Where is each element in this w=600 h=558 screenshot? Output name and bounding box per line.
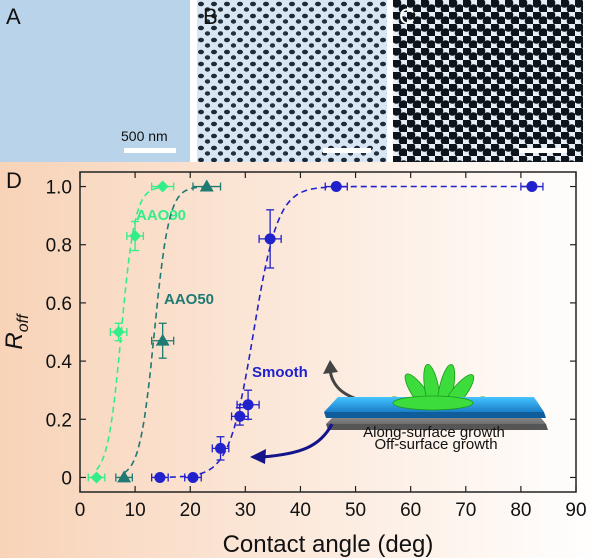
smooth-label: Smooth: [252, 364, 308, 381]
x-tick-label: 0: [75, 500, 86, 521]
x-tick-label: 90: [565, 500, 586, 521]
x-tick-label: 60: [400, 500, 421, 521]
y-tick-label: 0.2: [46, 410, 72, 431]
along-surface-caption: Along-surface growth: [363, 424, 505, 441]
aao90-point: [129, 230, 142, 242]
x-tick-label: 20: [180, 500, 201, 521]
x-axis-title: Contact angle (deg): [223, 531, 434, 558]
along-surface-substrate-edge: [324, 412, 546, 418]
y-tick-label: 0.4: [46, 352, 73, 373]
y-tick-label: 0: [61, 468, 72, 489]
x-tick-label: 30: [235, 500, 256, 521]
along-surface-crystal: [392, 395, 474, 411]
panel-c-pores: [393, 0, 583, 162]
panel-a-image: A 500 nm: [0, 0, 190, 162]
off-surface-arrowhead: [323, 360, 338, 374]
along-surface-inset: Along-surface growth: [250, 395, 546, 464]
y-tick-label: 0.6: [46, 294, 72, 315]
plot-frame: [79, 171, 577, 493]
along-surface-arrow: [261, 423, 334, 459]
panel-a-letter: A: [6, 4, 21, 29]
y-tick-label: 0.8: [46, 236, 72, 257]
smooth-point: [154, 471, 166, 483]
panel-d-chart: D 0 10 20 30 40 50 60 70 80 90 0 0.2 0.4 0.6 0.8 1.0 Con…: [0, 162, 600, 558]
y-axis-title: Roff: [1, 313, 32, 350]
off-surface-caption: Off-surface growth: [374, 436, 497, 453]
y-axis-title-main: R: [1, 332, 28, 349]
panel-b-letter: B: [203, 4, 218, 29]
x-tick-label: 70: [455, 500, 476, 521]
x-tick-label: 80: [510, 500, 531, 521]
chart-background: [0, 162, 600, 558]
aao50-point: [155, 333, 170, 346]
y-axis-title-sub: off: [15, 313, 32, 332]
x-tick-label: 50: [345, 500, 366, 521]
panel-b-scale-bar: [323, 148, 371, 153]
panel-c-image: C: [393, 0, 583, 162]
aao50-point: [199, 179, 214, 192]
panel-d-letter: D: [6, 168, 22, 193]
smooth-point: [234, 410, 246, 422]
y-tick-label: 1.0: [46, 178, 72, 199]
panel-b-pores: [197, 0, 387, 162]
aao90-label: AAO90: [136, 207, 186, 224]
smooth-point: [187, 471, 199, 483]
panel-c-scale-bar: [519, 148, 567, 153]
smooth-point: [526, 181, 538, 193]
aao90-point: [112, 326, 125, 338]
scale-bar: [124, 148, 176, 153]
off-surface-substrate-edge: [326, 424, 548, 430]
aao50-label: AAO50: [164, 291, 214, 308]
smooth-point: [215, 442, 227, 454]
aao90-point: [156, 180, 169, 193]
panel-c-letter: C: [399, 4, 415, 29]
along-surface-arrowhead: [250, 449, 266, 464]
x-tick-label: 10: [125, 500, 146, 521]
x-tick-label: 40: [290, 500, 311, 521]
aao90-point: [90, 471, 103, 484]
aao50-point: [117, 470, 132, 483]
smooth-point: [264, 233, 276, 245]
smooth-point: [330, 181, 342, 193]
scale-bar-label: 500 nm: [121, 128, 168, 144]
plot-area: 0 10 20 30 40 50 60 70 80 90 0 0.2 0.4 0.6 0.8 1.0 Conta…: [1, 171, 587, 558]
panel-b-image: B: [197, 0, 387, 162]
smooth-point: [242, 399, 254, 411]
